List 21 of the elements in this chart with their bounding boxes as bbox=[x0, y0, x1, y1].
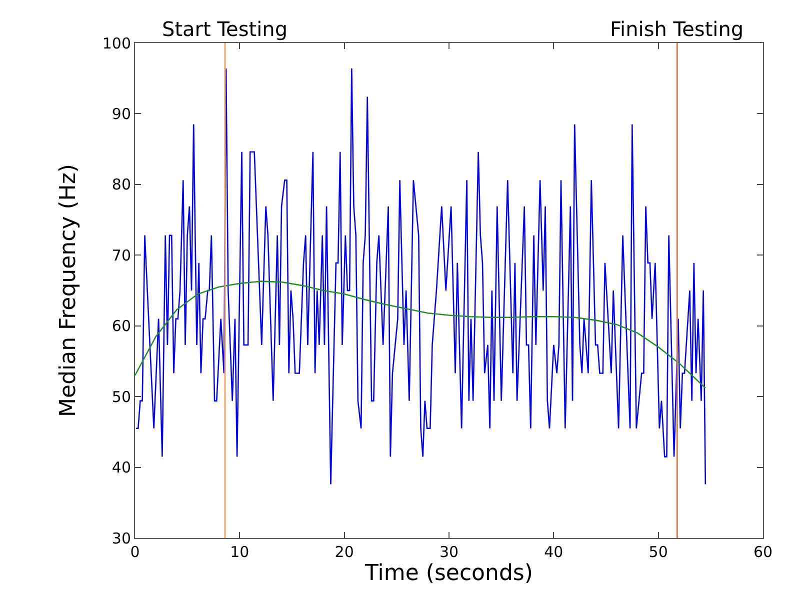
ref-line-label: Finish Testing bbox=[610, 17, 744, 41]
x-tick-label: 20 bbox=[334, 543, 354, 561]
y-tick-label: 30 bbox=[112, 529, 131, 548]
x-tick-label: 10 bbox=[230, 543, 250, 561]
y-tick-label: 80 bbox=[112, 176, 131, 194]
y-tick-label: 90 bbox=[112, 104, 131, 123]
ref-line-label: Start Testing bbox=[162, 17, 288, 41]
x-tick-label: 40 bbox=[544, 543, 564, 561]
x-tick-label: 60 bbox=[753, 543, 773, 561]
y-axis-title: Median Frequency (Hz) bbox=[56, 164, 82, 417]
x-axis-title: Time (seconds) bbox=[364, 561, 533, 586]
line-series bbox=[135, 68, 706, 485]
x-tick-label: 30 bbox=[439, 543, 459, 561]
y-tick-label: 40 bbox=[112, 458, 131, 477]
y-tick-label: 50 bbox=[112, 388, 131, 406]
x-tick-label: 50 bbox=[648, 543, 668, 561]
x-tick-label: 0 bbox=[130, 543, 140, 561]
y-tick-label: 70 bbox=[112, 246, 131, 264]
line-series bbox=[135, 280, 706, 389]
y-tick-label: 100 bbox=[102, 34, 131, 52]
y-tick-label: 60 bbox=[112, 317, 131, 336]
